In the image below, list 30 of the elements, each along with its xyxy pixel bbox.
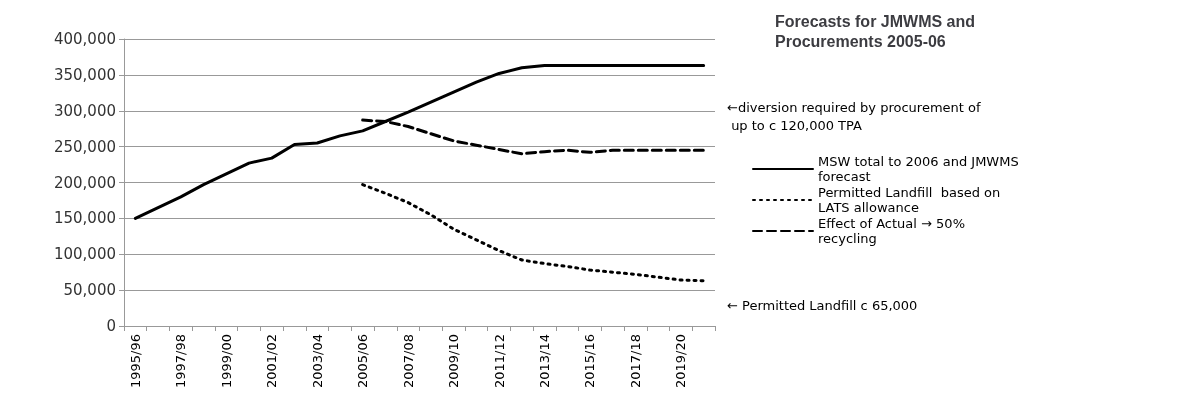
legend-label: Permitted Landfill based on LATS allowance — [818, 185, 1005, 215]
y-tick-label: 0 — [106, 317, 116, 335]
y-tick-label: 100,000 — [53, 245, 116, 264]
y-tick-label: 200,000 — [53, 173, 116, 192]
x-tick-label: 2011/12 — [491, 334, 507, 389]
x-tick-label: 2009/10 — [446, 334, 462, 389]
text: ← Permitted Landfill c 65,000 — [727, 297, 918, 313]
line-series — [361, 183, 706, 283]
x-tick-label: 2007/08 — [400, 334, 416, 389]
y-tick-label: 50,000 — [63, 281, 116, 300]
x-tick-label: 2005/06 — [355, 334, 371, 389]
x-tick-label: 1997/98 — [173, 334, 189, 389]
x-tick-label: 1995/96 — [127, 334, 143, 389]
legend-label: MSW total to 2006 and JMWMS forecast — [818, 154, 1023, 184]
x-tick-label: 2003/04 — [309, 334, 325, 389]
x-tick-label: 2015/16 — [582, 334, 598, 389]
text: Forecasts for JMWMS and Procurements 2005-06 — [775, 12, 980, 50]
y-tick-label: 250,000 — [53, 137, 116, 156]
x-tick-label: 1999/00 — [218, 334, 234, 389]
y-tick-label: 400,000 — [53, 30, 116, 48]
y-tick-label: 350,000 — [53, 65, 116, 84]
legend-label: Effect of Actual → 50% recycling — [818, 216, 970, 246]
y-tick-label: 150,000 — [53, 209, 116, 228]
line-series — [133, 64, 706, 220]
x-tick-label: 2001/02 — [264, 334, 280, 389]
text: ←diversion required by procurement of up to c 120,000 TPA — [727, 99, 981, 133]
x-tick-label: 2017/18 — [627, 334, 643, 389]
x-tick-label: 2019/20 — [673, 334, 689, 389]
y-tick-label: 300,000 — [53, 101, 116, 120]
x-tick-label: 2013/14 — [537, 334, 553, 389]
